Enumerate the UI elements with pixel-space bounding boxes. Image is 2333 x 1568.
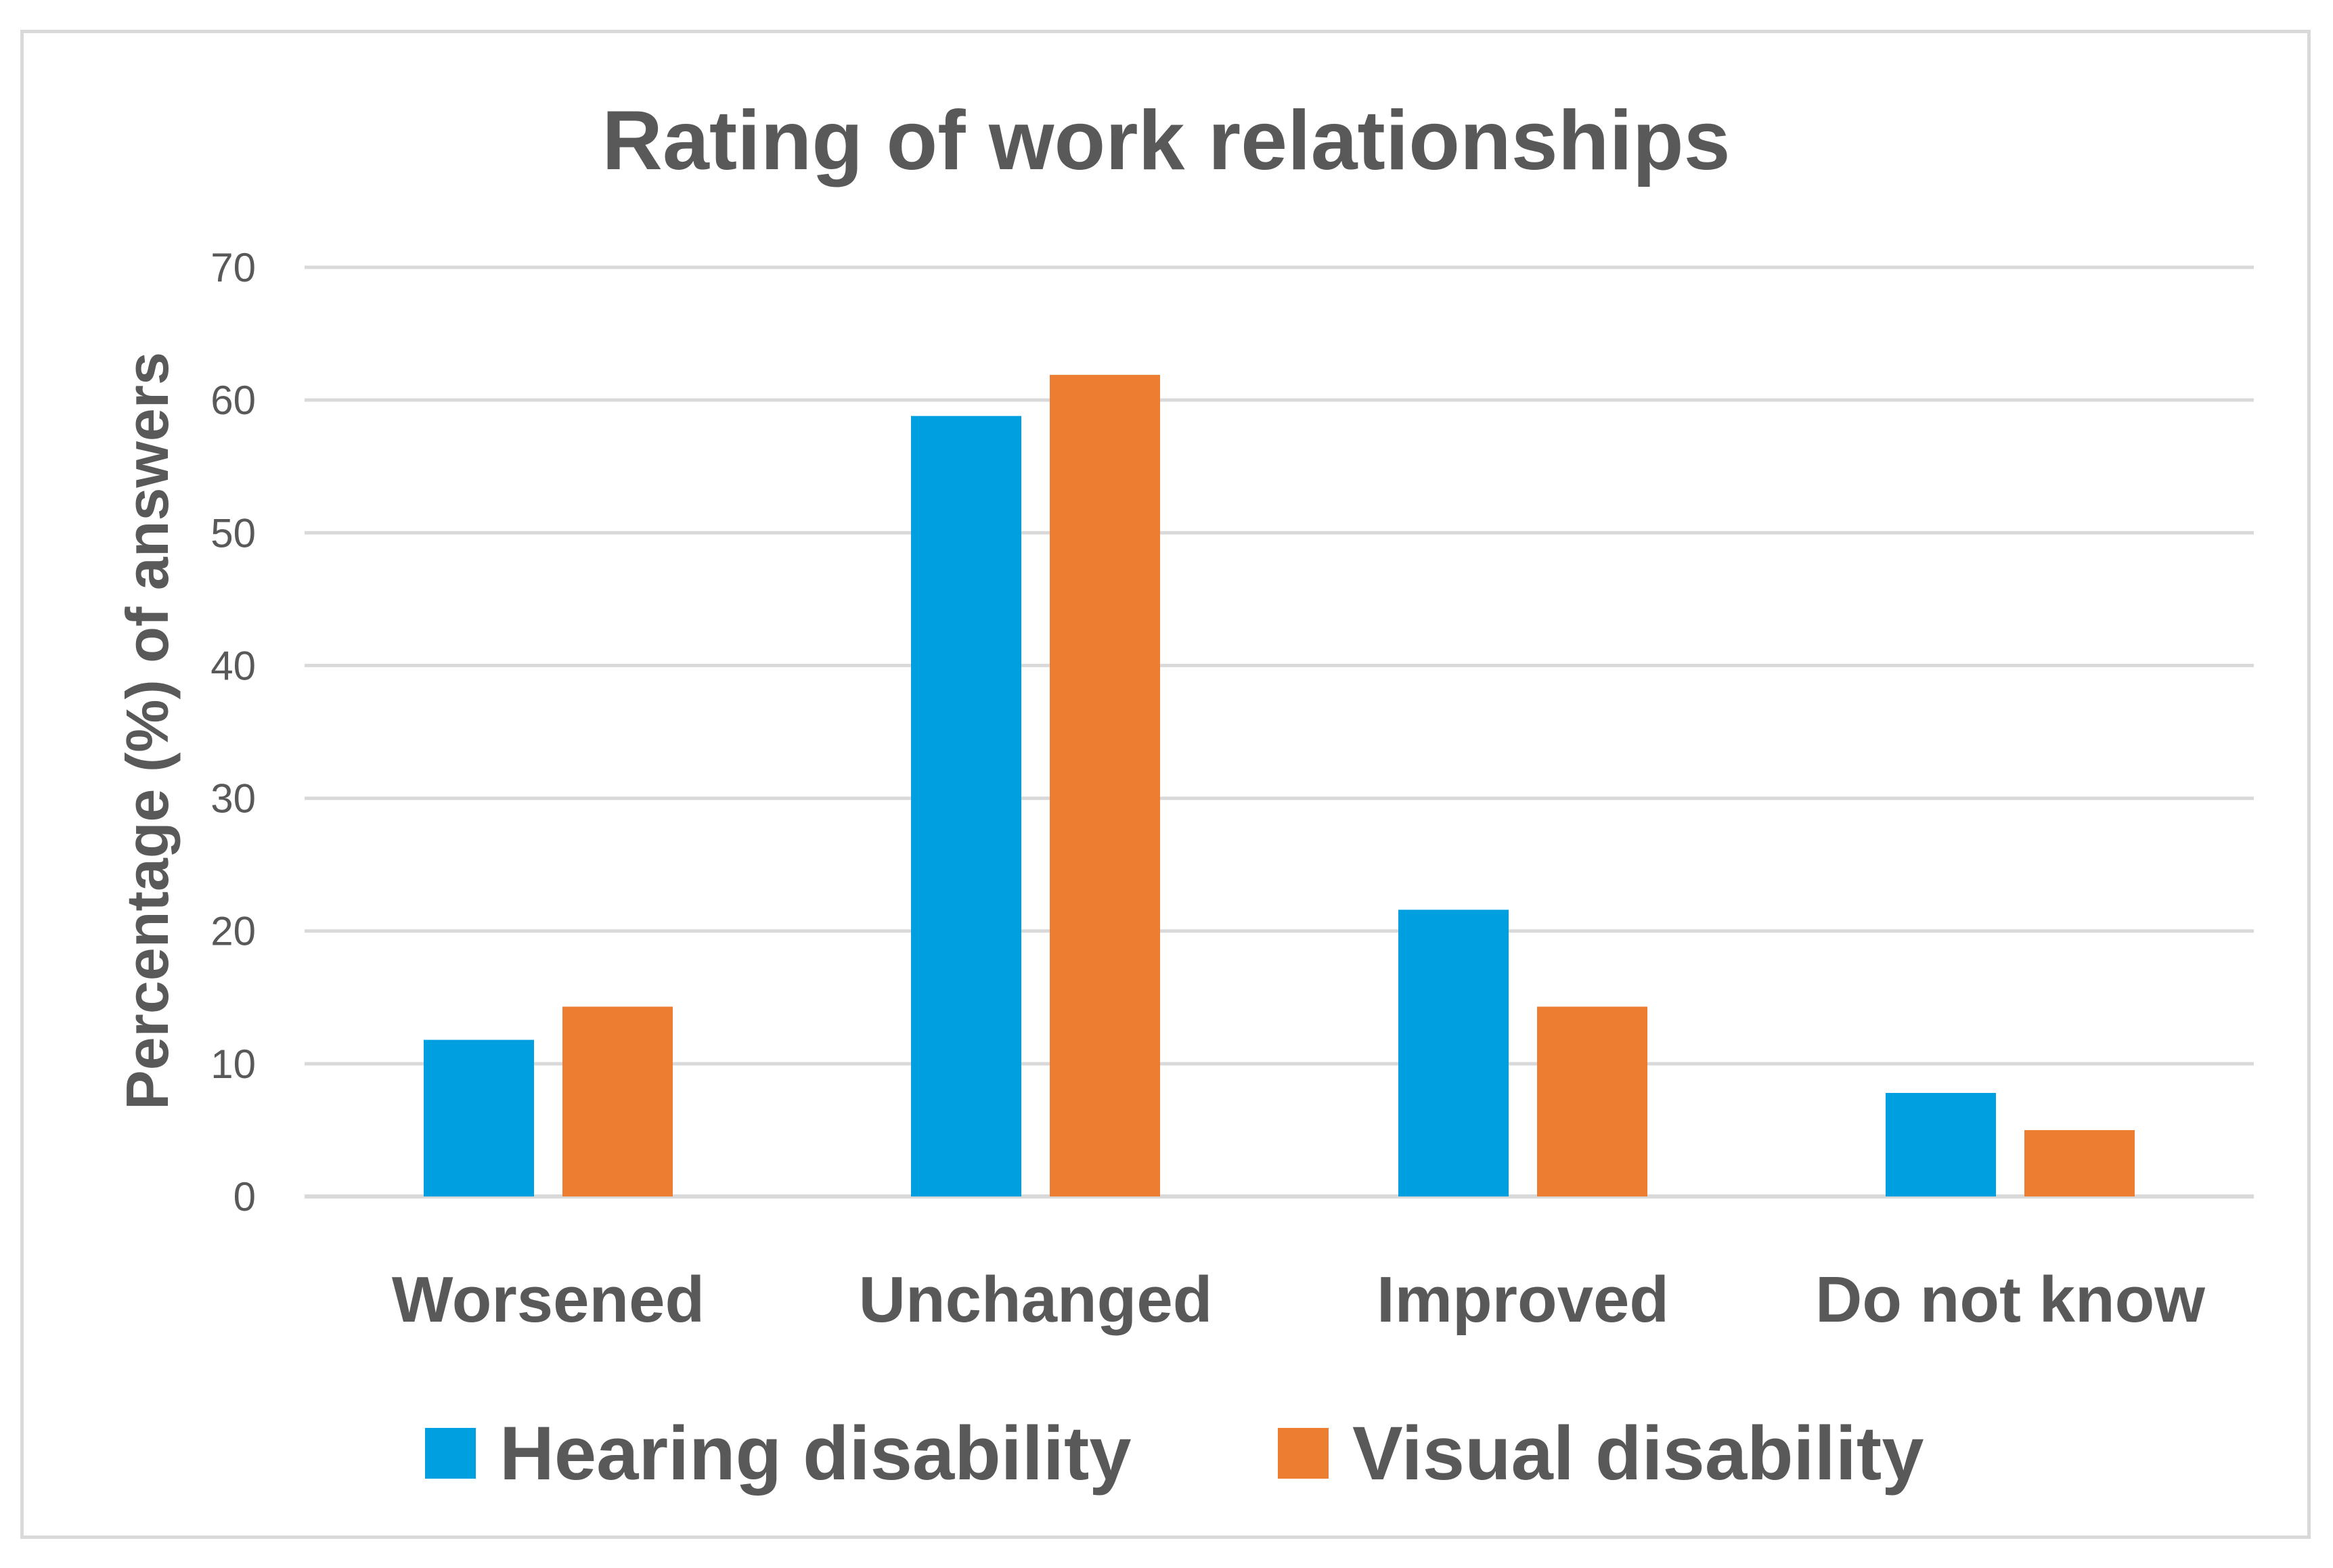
bars: [424, 374, 2135, 1197]
y-tick-label: 20: [210, 909, 256, 954]
bar-visual-disability-do-not-know: [2024, 1129, 2135, 1196]
y-axis-label: Percentage (%) of answers: [114, 352, 181, 1110]
bar-hearing-disability-do-not-know: [1886, 1093, 1996, 1196]
x-tick-label: Unchanged: [859, 1263, 1213, 1336]
y-tick-label: 10: [210, 1041, 256, 1087]
x-axis-ticks: Worsened Unchanged Improved Do not know: [392, 1263, 2205, 1336]
chart-frame: [20, 30, 2311, 1539]
bar-visual-disability-unchanged: [1050, 374, 1160, 1196]
x-tick-label: Improved: [1377, 1263, 1669, 1336]
y-tick-label: 50: [210, 510, 256, 556]
legend-label: Hearing disability: [499, 1411, 1132, 1496]
y-tick-label: 40: [210, 643, 256, 688]
bar-hearing-disability-unchanged: [911, 416, 1021, 1197]
y-tick-label: 0: [234, 1174, 256, 1219]
legend: Hearing disability Visual disability: [425, 1411, 1924, 1496]
y-tick-label: 60: [210, 378, 256, 423]
legend-swatch: [425, 1428, 476, 1479]
bar-visual-disability-improved: [1537, 1006, 1647, 1196]
bar-hearing-disability-worsened: [424, 1039, 534, 1196]
x-tick-label: Do not know: [1815, 1263, 2205, 1336]
y-tick-label: 30: [210, 776, 256, 822]
x-tick-label: Worsened: [392, 1263, 705, 1336]
bar-visual-disability-worsened: [562, 1006, 673, 1196]
bar-hearing-disability-improved: [1398, 910, 1509, 1196]
y-tick-label: 70: [210, 245, 256, 290]
chart-title: Rating of work relationships: [602, 94, 1730, 187]
legend-swatch: [1278, 1428, 1329, 1479]
y-axis-ticks: 0 10 20 30 40 50 60 70: [210, 245, 256, 1219]
legend-label: Visual disability: [1352, 1411, 1924, 1496]
